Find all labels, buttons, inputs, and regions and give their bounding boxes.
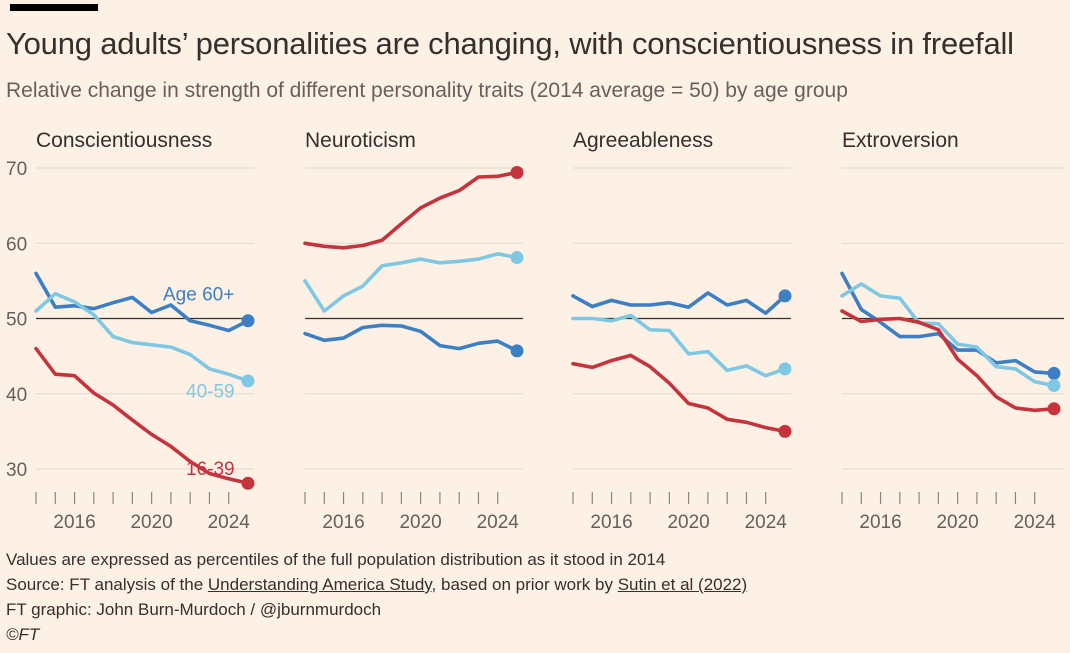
footnote-copyright: ©FT xyxy=(6,625,40,644)
x-tick-label: 2016 xyxy=(859,512,901,533)
series-end-dot xyxy=(510,251,524,265)
series-label: Age 60+ xyxy=(163,284,234,305)
series-line xyxy=(840,309,1056,413)
x-tick-label: 2020 xyxy=(399,512,441,533)
series-line xyxy=(34,346,250,486)
series-end-dot xyxy=(241,374,255,388)
y-tick-label: 70 xyxy=(6,159,27,180)
series-line xyxy=(571,353,787,434)
series-end-dot xyxy=(1047,366,1061,380)
series-line xyxy=(571,313,787,378)
panel-title: Agreeableness xyxy=(573,129,713,152)
y-tick-label: 40 xyxy=(6,385,27,406)
series-end-dot xyxy=(1047,378,1061,392)
footnote-credit: FT graphic: John Burn-Murdoch / @jburnmu… xyxy=(6,600,382,619)
series-line xyxy=(34,291,250,383)
chart-subtitle: Relative change in strength of different… xyxy=(6,79,848,102)
x-tick-label: 2016 xyxy=(590,512,632,533)
panel-agreeableness: Agreeableness 2016 2020 2024 xyxy=(571,129,792,533)
panel-title: Neuroticism xyxy=(305,129,416,152)
x-tick-label: 2024 xyxy=(208,512,251,533)
understanding-america-study-link[interactable]: Understanding America Study xyxy=(207,575,432,594)
ft-top-bar xyxy=(10,4,98,11)
series-line xyxy=(303,170,519,250)
series-line xyxy=(303,323,519,353)
sutin-et-al-link[interactable]: Sutin et al (2022) xyxy=(617,575,748,594)
series-label: 40-59 xyxy=(186,382,235,403)
x-tick-label: 2024 xyxy=(1014,512,1057,533)
series-line xyxy=(840,271,1056,376)
series-line xyxy=(840,282,1056,388)
x-tick-label: 2024 xyxy=(745,512,788,533)
panel-conscientiousness: Conscientiousness 2016 2020 2024 Age 60+ 40-5… xyxy=(34,129,255,533)
series-line xyxy=(303,252,519,313)
source-middle: , based on prior work by xyxy=(431,575,618,594)
x-tick-label: 2020 xyxy=(130,512,172,533)
x-tick-label: 2020 xyxy=(936,512,978,533)
x-tick-label: 2016 xyxy=(53,512,95,533)
footnote-source: Source: FT analysis of the Understanding… xyxy=(6,575,747,595)
x-tick-label: 2024 xyxy=(477,512,520,533)
series-label: 16-39 xyxy=(186,459,235,480)
series-line xyxy=(34,271,250,333)
series-end-dot xyxy=(510,344,524,358)
panel-neuroticism: Neuroticism 2016 2020 2024 xyxy=(303,129,524,533)
chart-title: Young adults’ personalities are changing… xyxy=(6,26,1014,61)
panel-extroversion: Extroversion 2016 2020 2024 xyxy=(840,129,1064,533)
panel-title: Conscientiousness xyxy=(36,129,212,152)
series-end-dot xyxy=(778,424,792,438)
y-tick-label: 60 xyxy=(6,234,27,255)
x-tick-label: 2020 xyxy=(667,512,709,533)
footnote-note: Values are expressed as percentiles of t… xyxy=(6,550,666,569)
series-end-dot xyxy=(510,166,524,180)
source-prefix: Source: FT analysis of the xyxy=(6,575,208,594)
series-end-dot xyxy=(241,476,255,490)
y-tick-label: 50 xyxy=(6,310,27,331)
series-end-dot xyxy=(241,314,255,328)
series-line xyxy=(571,291,787,315)
series-end-dot xyxy=(1047,402,1061,416)
small-multiples-chart: Conscientiousness 2016 2020 2024 Age 60+ 40-5… xyxy=(6,129,1064,533)
x-tick-label: 2016 xyxy=(322,512,364,533)
y-tick-label: 30 xyxy=(6,460,27,481)
series-end-dot xyxy=(778,362,792,376)
panel-title: Extroversion xyxy=(842,129,959,152)
series-end-dot xyxy=(778,289,792,303)
